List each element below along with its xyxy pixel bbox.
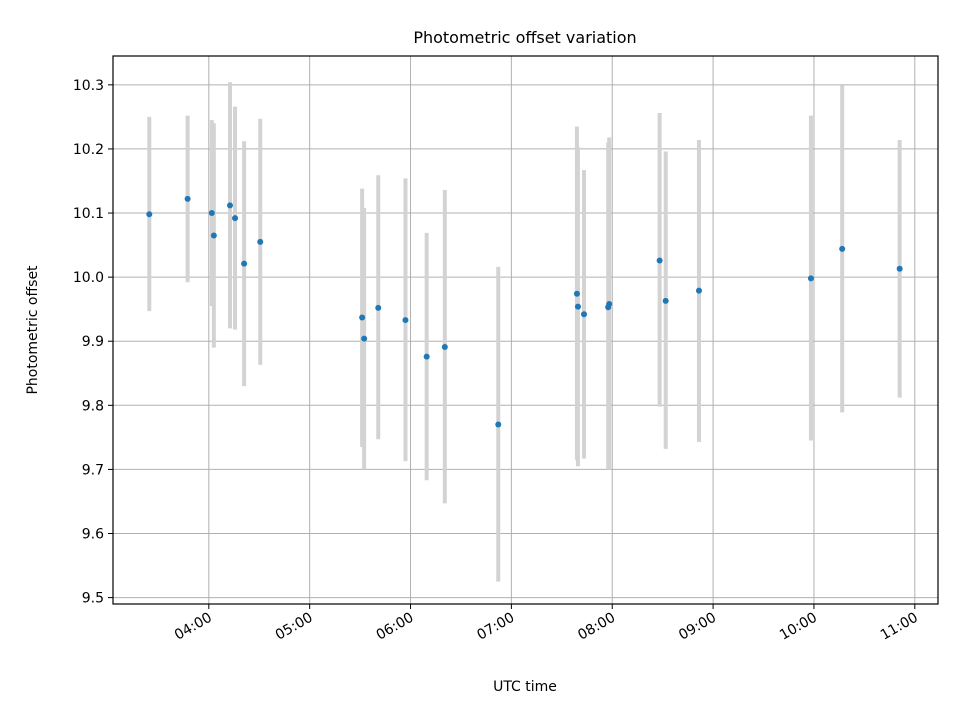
y-tick-label: 10.2	[73, 142, 104, 158]
data-point	[208, 210, 215, 217]
data-point	[807, 275, 814, 282]
data-point	[210, 232, 217, 239]
data-point	[226, 202, 233, 209]
data-point	[495, 421, 502, 428]
data-point	[359, 314, 366, 321]
y-tick-label: 9.7	[82, 462, 104, 478]
plot-frame	[112, 55, 939, 605]
data-point	[441, 343, 448, 350]
data-point	[695, 287, 702, 294]
y-tick-label: 9.9	[82, 334, 104, 350]
grid	[113, 56, 938, 604]
data-point	[656, 257, 663, 264]
data-point	[184, 195, 191, 202]
data-point	[574, 303, 581, 310]
data-point	[402, 317, 409, 324]
data-point	[257, 238, 264, 245]
x-axis-label: UTC time	[493, 679, 557, 695]
data-point	[573, 290, 580, 297]
data-point	[606, 301, 613, 308]
data-point	[146, 211, 153, 218]
y-axis-ticks: 9.5 9.6 9.7 9.8 9.9 10.0 10.1 10.2 10.3	[73, 78, 113, 607]
data-point	[423, 353, 430, 360]
y-tick-label: 10.3	[73, 78, 104, 94]
y-tick-label: 10.0	[73, 270, 104, 286]
data-points	[146, 195, 903, 428]
plot-area	[113, 56, 938, 604]
data-point	[896, 265, 903, 272]
data-point	[375, 304, 382, 311]
data-point	[839, 245, 846, 252]
y-axis-label: Photometric offset	[25, 265, 41, 395]
y-tick-label: 9.8	[82, 398, 104, 414]
data-point	[662, 297, 669, 304]
data-point	[580, 311, 587, 318]
data-point	[232, 215, 239, 222]
y-tick-label: 9.5	[82, 591, 104, 607]
y-tick-label: 10.1	[73, 206, 104, 222]
data-point	[241, 260, 248, 267]
chart-title: Photometric offset variation	[413, 28, 636, 47]
data-point	[361, 335, 368, 342]
y-tick-label: 9.6	[82, 526, 104, 542]
